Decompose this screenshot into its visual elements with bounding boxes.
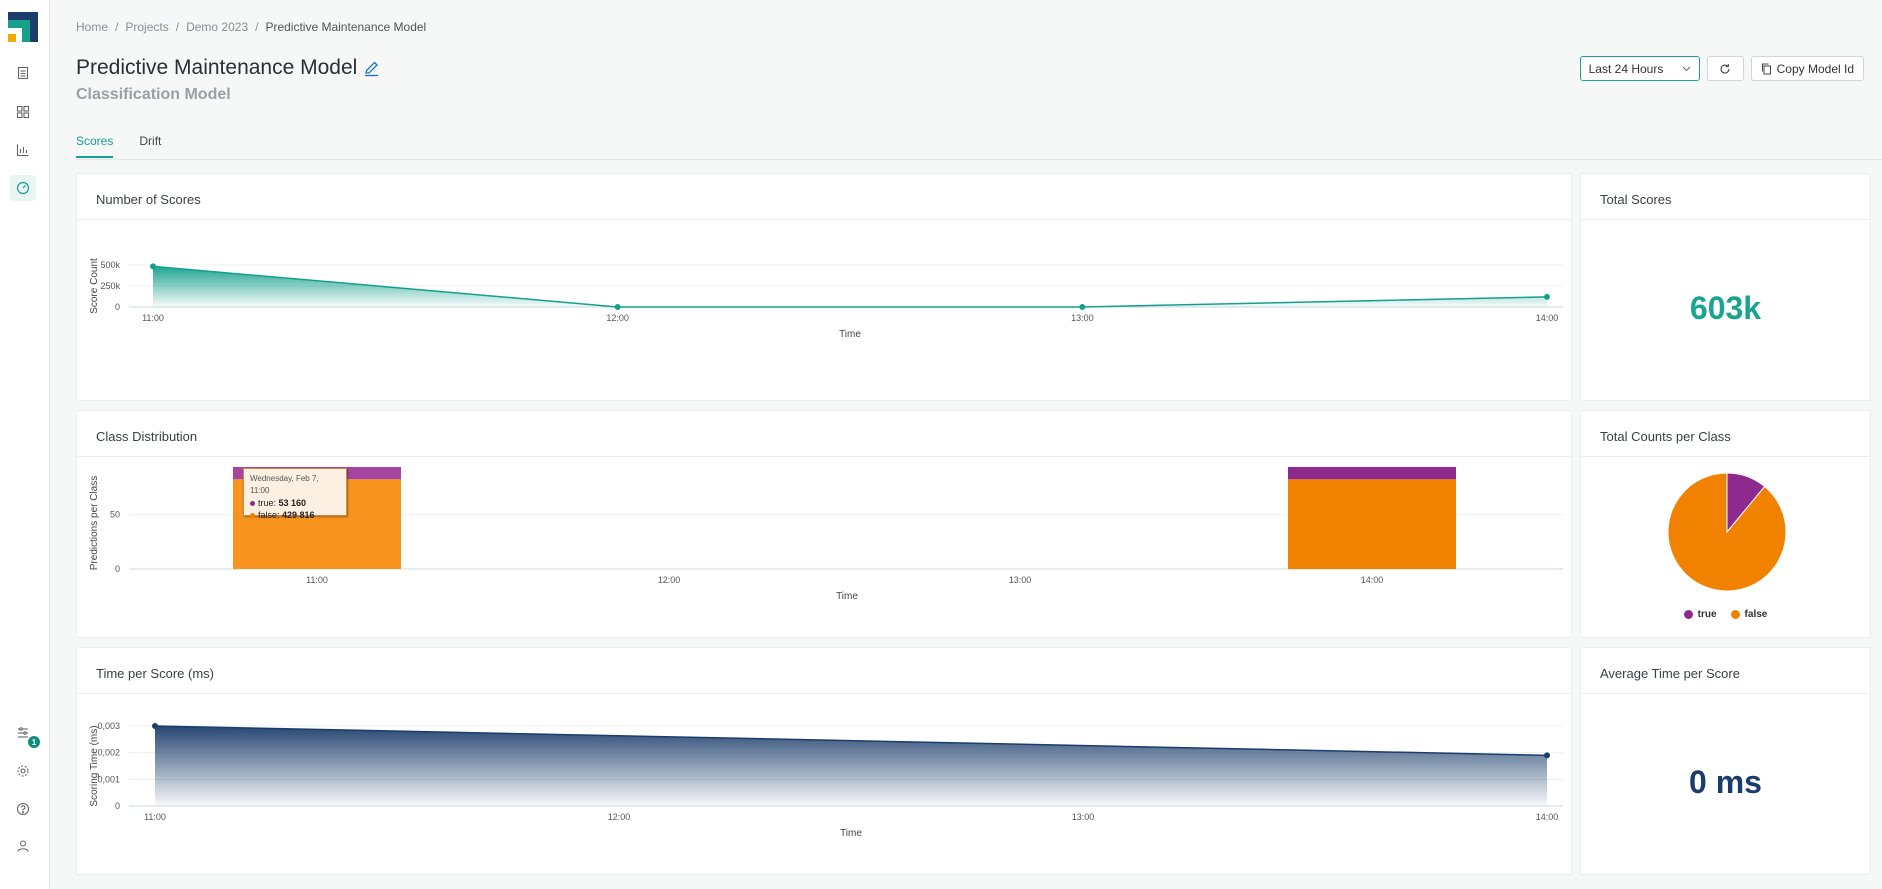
x-tick-label: 12:00 — [608, 812, 631, 822]
main-content: Home / Projects / Demo 2023/ Predictive Ma… — [50, 0, 1882, 889]
breadcrumb: Home / Projects / Demo 2023/ Predictive Ma… — [76, 20, 427, 34]
grid-icon[interactable] — [10, 99, 36, 125]
copy-model-id-label: Copy Model Id — [1776, 61, 1854, 76]
page-title-row: Predictive Maintenance Model — [76, 56, 380, 80]
time-range-select[interactable]: Last 24 Hours — [1579, 56, 1700, 81]
x-tick-label: 12:00 — [606, 313, 629, 323]
breadcrumb-project[interactable]: Demo 2023 — [186, 20, 249, 34]
total-scores-card: Total Scores 603k — [1580, 173, 1871, 401]
y-tick-label: 0 — [115, 564, 120, 574]
legend-item-false[interactable]: false — [1730, 609, 1767, 620]
breadcrumb-home[interactable]: Home — [76, 20, 109, 34]
copy-icon — [1761, 63, 1771, 74]
y-axis-title: Predictions per Class — [89, 476, 100, 570]
breadcrumb-projects[interactable]: Projects — [125, 20, 169, 34]
class-pie-chart[interactable] — [1666, 471, 1788, 593]
app-logo[interactable] — [8, 12, 38, 42]
card-title: Total Counts per Class — [1600, 429, 1731, 444]
sidebar: 1 — [0, 0, 50, 889]
class-distribution-card: Class Distribution 0 50 11:00 12:00 13:00 14:… — [76, 410, 1572, 638]
total-scores-value: 603k — [1689, 290, 1762, 326]
card-title: Time per Score (ms) — [96, 666, 214, 681]
card-title: Average Time per Score — [1600, 666, 1740, 681]
y-tick-label: 0,001 — [97, 774, 120, 784]
time-range-value: Last 24 Hours — [1588, 61, 1664, 76]
tab-drift[interactable]: Drift — [139, 134, 162, 148]
legend-item-true[interactable]: true — [1683, 609, 1717, 620]
x-tick-label: 13:00 — [1009, 575, 1032, 585]
y-axis-title: Score Count — [89, 258, 100, 314]
chart-icon[interactable] — [10, 137, 36, 163]
tooltip-row-false: false: 429 816 — [250, 509, 340, 521]
y-tick-label: 0 — [115, 302, 120, 312]
gear-icon[interactable] — [10, 758, 36, 784]
card-title: Number of Scores — [96, 192, 201, 207]
data-point — [150, 263, 156, 270]
x-axis-title: Time — [839, 329, 861, 340]
refresh-button[interactable] — [1706, 56, 1744, 81]
y-tick-label: 500k — [100, 260, 120, 270]
tooltip-header: Wednesday, Feb 7, 11:00 — [250, 474, 319, 495]
document-icon[interactable] — [10, 60, 36, 86]
x-tick-label: 14:00 — [1361, 575, 1384, 585]
series-area — [155, 726, 1547, 806]
x-tick-label: 13:00 — [1071, 313, 1094, 323]
series-line — [154, 725, 1548, 757]
x-tick-label: 12:00 — [658, 575, 681, 585]
x-tick-label: 13:00 — [1072, 812, 1095, 822]
card-title: Total Scores — [1600, 192, 1672, 207]
x-axis-title: Time — [840, 828, 862, 839]
chart-tooltip: Wednesday, Feb 7, 11:00 true: 53 160 fal… — [243, 468, 347, 520]
data-point — [1079, 304, 1086, 310]
y-tick-label: 250k — [100, 281, 120, 291]
bar-true — [1288, 467, 1456, 480]
refresh-icon — [1720, 63, 1730, 74]
page-title: Predictive Maintenance Model — [76, 56, 358, 79]
user-icon[interactable] — [10, 833, 36, 859]
data-point — [614, 304, 621, 310]
y-tick-label: 0,003 — [97, 721, 120, 731]
tab-scores[interactable]: Scores — [76, 134, 114, 158]
avg-time-card: Average Time per Score 0 ms — [1580, 647, 1871, 875]
tab-divider — [76, 159, 1882, 160]
x-tick-label: 14:00 — [1536, 812, 1559, 822]
y-axis-title: Scoring Time (ms) — [89, 725, 100, 806]
counts-per-class-card: Total Counts per Class true false — [1580, 410, 1871, 638]
y-tick-label: 0 — [115, 801, 120, 811]
x-tick-label: 14:00 — [1536, 313, 1559, 323]
pie-legend: true false — [1581, 609, 1870, 620]
toolbar: Last 24 Hours Copy Model Id — [1579, 56, 1864, 81]
help-icon[interactable] — [10, 796, 36, 822]
notification-badge: 1 — [28, 736, 40, 748]
number-of-scores-card: Number of Scores 0 250k 500k 11:00 12:00 13:0… — [76, 173, 1572, 401]
gauge-icon[interactable] — [10, 175, 36, 201]
copy-model-id-button[interactable]: Copy Model Id — [1750, 56, 1864, 81]
pie-slice-false — [1667, 472, 1787, 592]
x-axis-title: Time — [836, 591, 858, 602]
time-per-score-card: Time per Score (ms) 0 0,001 0,002 0,003 11:0… — [76, 647, 1572, 875]
data-point — [1544, 293, 1550, 300]
edit-icon[interactable] — [363, 60, 380, 77]
page-subtitle: Classification Model — [76, 86, 231, 103]
x-tick-label: 11:00 — [142, 313, 164, 323]
time-per-score-chart[interactable]: 0 0,001 0,002 0,003 11:00 12:00 13:00 14:00 Time… — [77, 694, 1573, 874]
avg-time-value: 0 ms — [1689, 764, 1762, 800]
chevron-down-icon — [1682, 66, 1690, 71]
scores-chart[interactable]: 0 250k 500k 11:00 12:00 13:00 14:00 Time Score C… — [77, 220, 1573, 400]
tab-bar: Scores Drift — [76, 134, 161, 158]
filter-icon[interactable] — [10, 720, 36, 746]
series-line — [152, 265, 1548, 308]
y-tick-label: 50 — [110, 510, 120, 520]
data-point — [152, 723, 158, 729]
card-title: Class Distribution — [96, 429, 198, 444]
x-tick-label: 11:00 — [306, 575, 328, 585]
x-tick-label: 11:00 — [144, 812, 166, 822]
breadcrumb-current: Predictive Maintenance Model — [265, 20, 427, 34]
tooltip-row-true: true: 53 160 — [250, 497, 340, 509]
y-tick-label: 0,002 — [97, 748, 120, 758]
data-point — [1544, 752, 1550, 759]
bar-false — [1288, 479, 1456, 569]
